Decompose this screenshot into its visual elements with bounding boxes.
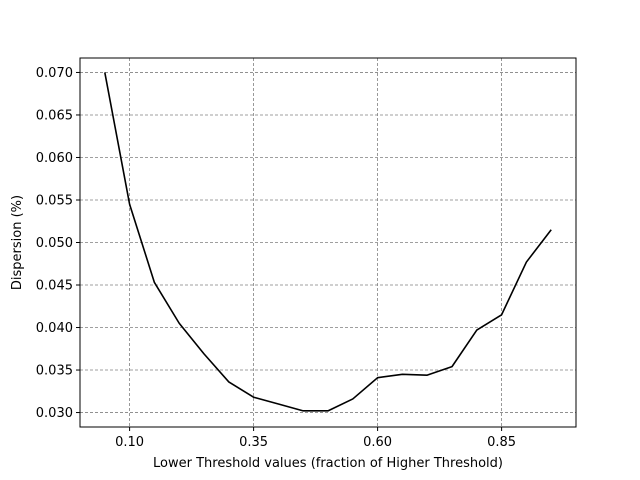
x-tick-label: 0.85 (487, 435, 516, 450)
y-tick-label: 0.060 (36, 151, 73, 166)
x-tick-label: 0.10 (115, 435, 144, 450)
series-line (104, 72, 552, 412)
axis-ticks: 0.10 0.35 0.60 0.85 0.030 0.035 0.040 0.045 0.05… (36, 66, 516, 450)
x-tick-label: 0.35 (239, 435, 268, 450)
y-tick-label: 0.055 (36, 193, 73, 208)
x-tick-label: 0.60 (363, 435, 392, 450)
y-tick-label: 0.040 (36, 321, 73, 336)
x-axis-label: Lower Threshold values (fraction of High… (153, 456, 503, 471)
y-tick-label: 0.045 (36, 279, 73, 294)
y-tick-label: 0.070 (36, 66, 73, 81)
y-axis-label: Dispersion (%) (10, 195, 25, 290)
y-tick-label: 0.035 (36, 364, 73, 379)
y-tick-label: 0.065 (36, 108, 73, 123)
data-series (104, 72, 552, 412)
y-tick-label: 0.050 (36, 236, 73, 251)
y-tick-label: 0.030 (36, 406, 73, 421)
grid-lines (80, 58, 576, 427)
